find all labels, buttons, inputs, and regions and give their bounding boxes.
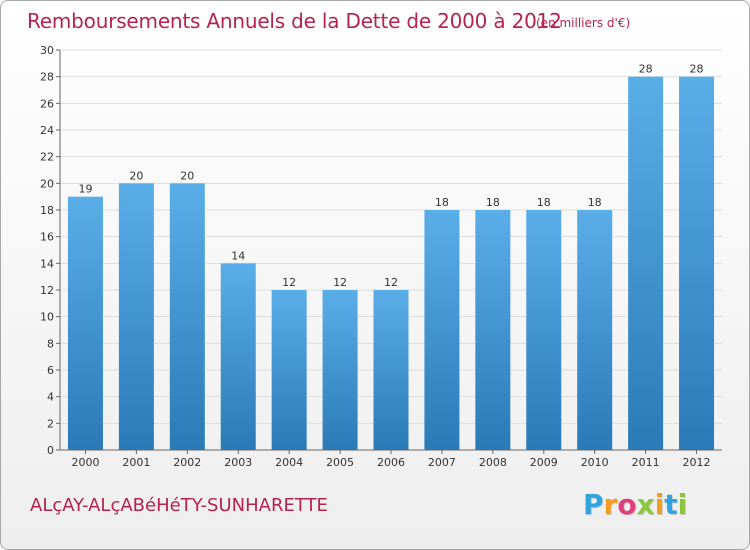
bar-2009	[526, 210, 562, 450]
y-tick-label: 16	[40, 231, 54, 244]
data-label: 12	[333, 276, 347, 289]
x-tick-label: 2004	[275, 456, 303, 469]
y-tick-label: 26	[40, 97, 54, 110]
y-tick-label: 2	[47, 417, 54, 430]
y-tick-label: 8	[47, 337, 54, 350]
x-tick-label: 2001	[122, 456, 150, 469]
x-tick-label: 2008	[479, 456, 507, 469]
bar-2008	[475, 210, 511, 450]
data-label: 18	[435, 196, 449, 209]
data-label: 20	[180, 169, 194, 182]
x-tick-label: 2009	[530, 456, 558, 469]
chart-subtitle: (en milliers d'€)	[536, 16, 631, 30]
bar-2011	[628, 76, 664, 451]
data-label: 20	[129, 169, 143, 182]
data-label: 28	[690, 63, 704, 76]
y-tick-label: 10	[40, 311, 54, 324]
data-label: 18	[588, 196, 602, 209]
x-tick-label: 2006	[377, 456, 405, 469]
proxiti-logo: Proxiti	[583, 488, 687, 521]
bar-2006	[373, 290, 409, 450]
logo-letter: P	[583, 488, 604, 521]
logo-letter: i	[677, 488, 688, 521]
logo-letter: o	[617, 488, 637, 521]
data-label: 12	[384, 276, 398, 289]
x-tick-label: 2000	[71, 456, 99, 469]
commune-name: ALçAY-ALçABéHéTY-SUNHARETTE	[30, 495, 328, 516]
x-tick-label: 2005	[326, 456, 354, 469]
y-tick-label: 6	[47, 364, 54, 377]
bar-2003	[220, 263, 256, 450]
y-tick-label: 28	[40, 71, 54, 84]
y-tick-label: 20	[40, 177, 54, 190]
data-label: 12	[282, 276, 296, 289]
logo-letter: t	[664, 488, 678, 521]
bars: 19 20 20 14 12 12 12 18 18 18 18 28 28	[67, 63, 715, 451]
data-label: 14	[231, 249, 245, 262]
x-tick-label: 2012	[683, 456, 711, 469]
bar-2012	[679, 76, 715, 451]
logo-letter: i	[654, 488, 665, 521]
bar-2000	[67, 196, 103, 450]
bar-2001	[118, 183, 154, 451]
bar-2010	[577, 210, 613, 450]
x-tick-label: 2010	[581, 456, 609, 469]
x-tick-label: 2002	[173, 456, 201, 469]
data-label: 28	[639, 63, 653, 76]
data-label: 18	[486, 196, 500, 209]
y-tick-label: 0	[47, 444, 54, 457]
y-tick-label: 4	[47, 391, 54, 404]
x-tick-label: 2003	[224, 456, 252, 469]
y-tick-label: 30	[40, 44, 54, 57]
y-tick-label: 24	[40, 124, 54, 137]
y-tick-label: 22	[40, 151, 54, 164]
bar-2007	[424, 210, 460, 450]
bar-2004	[271, 290, 307, 450]
data-label: 18	[537, 196, 551, 209]
x-tick-label: 2011	[632, 456, 660, 469]
y-tick-label: 12	[40, 284, 54, 297]
data-label: 19	[78, 183, 92, 196]
x-tick-label: 2007	[428, 456, 456, 469]
y-tick-label: 14	[40, 257, 54, 270]
bar-2002	[169, 183, 205, 451]
y-tick-label: 18	[40, 204, 54, 217]
logo-letter: r	[603, 488, 618, 521]
logo-letter: x	[636, 488, 655, 521]
chart-title: Remboursements Annuels de la Dette de 20…	[27, 9, 562, 33]
bar-2005	[322, 290, 358, 450]
